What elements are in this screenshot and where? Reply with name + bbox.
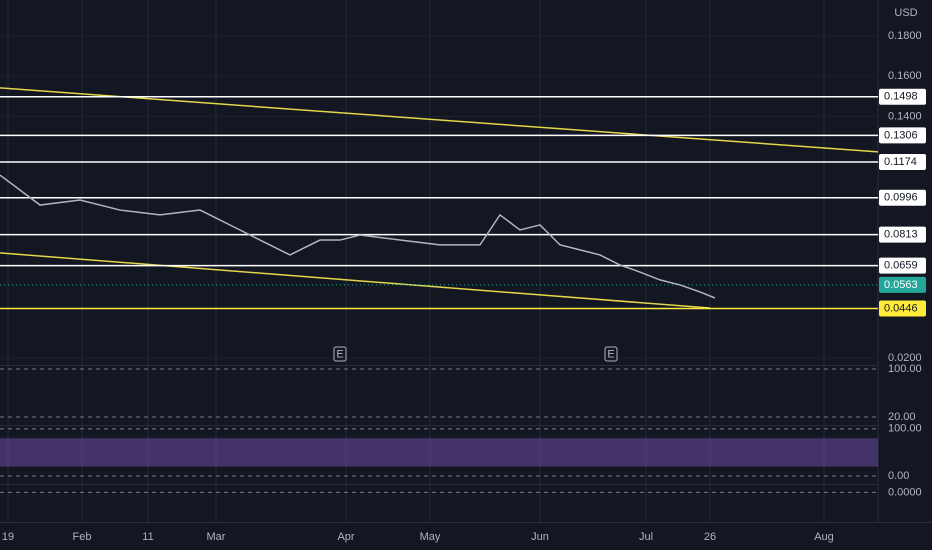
currency-label: USD: [894, 7, 917, 19]
level-label: 0.1306: [884, 129, 918, 141]
x-tick-label: 11: [142, 531, 153, 543]
pane-tick-label: 0.00: [888, 470, 909, 482]
support-label: 0.0446: [884, 302, 918, 314]
level-label: 0.1174: [884, 156, 917, 168]
pane-band: [0, 438, 878, 467]
x-tick-label: Jun: [531, 531, 549, 543]
y-tick-label: 0.0200: [888, 352, 922, 364]
x-tick-label: Feb: [73, 531, 92, 543]
x-tick-label: Aug: [814, 531, 834, 543]
event-label: E: [607, 348, 614, 360]
level-label: 0.0996: [884, 192, 918, 204]
x-tick-label: 19: [2, 531, 14, 543]
level-box: [879, 127, 926, 144]
y-tick-label: 0.1400: [888, 110, 922, 122]
last-price-label: 0.0563: [884, 279, 918, 291]
level-label: 0.0659: [884, 260, 918, 272]
y-tick-label: 0.1800: [888, 30, 922, 42]
last-price-box: [879, 276, 926, 293]
x-tick-label: Jul: [639, 531, 653, 543]
trendline: [0, 252, 711, 309]
level-box: [879, 88, 926, 105]
trendline: [0, 87, 879, 153]
level-box: [879, 226, 926, 243]
price-line: [0, 174, 716, 299]
pane-tick-label: 20.00: [888, 411, 916, 423]
y-tick-label: 0.1600: [888, 70, 922, 82]
level-box: [879, 153, 926, 170]
pane-tick-label: 100.00: [888, 363, 922, 375]
support-box: [879, 300, 926, 317]
event-marker: [604, 346, 618, 362]
x-tick-label: 26: [704, 531, 716, 543]
event-label: E: [336, 348, 343, 360]
x-tick-label: Apr: [337, 531, 354, 543]
x-tick-label: Mar: [207, 531, 226, 543]
event-marker: [333, 346, 347, 362]
level-label: 0.0813: [884, 229, 918, 241]
level-label: 0.1498: [884, 91, 918, 103]
level-box: [879, 189, 926, 206]
level-box: [879, 257, 926, 274]
pane-tick-label: 100.00: [888, 423, 922, 435]
x-tick-label: May: [420, 531, 441, 543]
pane-tick-label: 0.0000: [888, 486, 922, 498]
